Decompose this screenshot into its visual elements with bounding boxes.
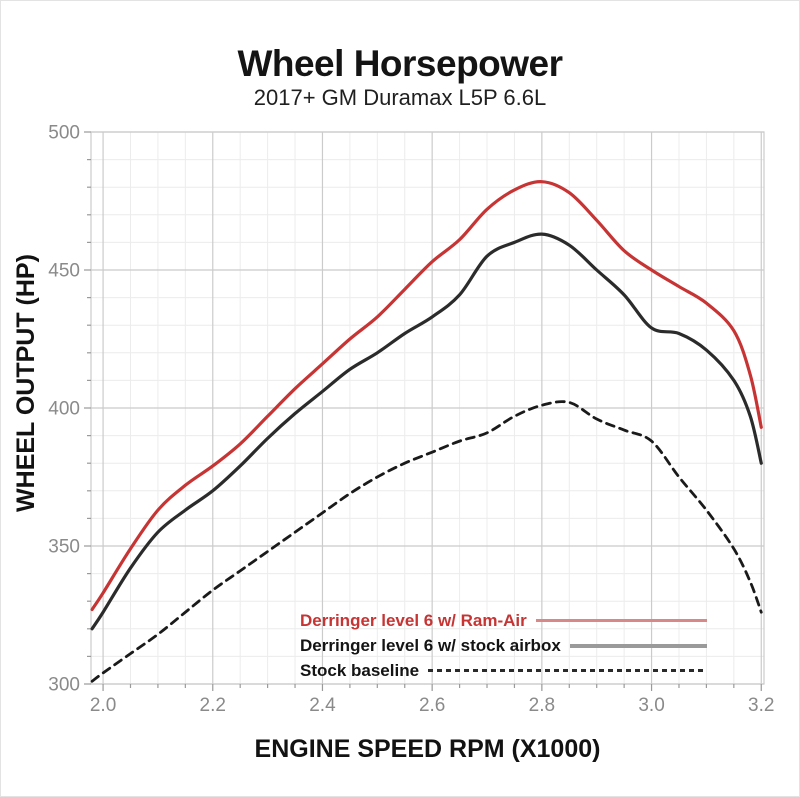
axis-ticks	[84, 131, 762, 691]
svg-text:2.4: 2.4	[309, 695, 336, 716]
chart-subtitle: 2017+ GM Duramax L5P 6.6L	[253, 85, 547, 110]
chart-title: Wheel Horsepower	[237, 43, 563, 84]
svg-text:2.0: 2.0	[90, 695, 116, 716]
legend-row-ram-air: Derringer level 6 w/ Ram-Air	[300, 608, 707, 633]
svg-text:2.2: 2.2	[200, 695, 226, 716]
series-derringer-stock-airbox	[90, 232, 763, 631]
x-tick-labels: 2.0 2.2 2.4 2.6 2.8 3.0 3.2	[90, 695, 775, 716]
y-tick-labels: 300 350 400 450 500	[48, 123, 80, 696]
legend-label-ram-air: Derringer level 6 w/ Ram-Air	[300, 610, 527, 630]
svg-text:450: 450	[48, 261, 80, 282]
legend-line-ram-air	[535, 619, 707, 622]
legend-row-stock-baseline: Stock baseline	[300, 658, 707, 683]
legend-line-stock-airbox	[569, 643, 707, 648]
legend-label-stock-baseline: Stock baseline	[300, 660, 420, 680]
chart-legend: Derringer level 6 w/ Ram-Air Derringer l…	[300, 608, 707, 683]
legend-line-stock-baseline	[428, 669, 707, 672]
svg-text:350: 350	[48, 537, 80, 558]
x-axis-title: ENGINE SPEED RPM (X1000)	[255, 735, 601, 763]
series-stock-baseline	[90, 400, 763, 683]
svg-text:2.6: 2.6	[419, 695, 445, 716]
svg-text:2.8: 2.8	[529, 695, 555, 716]
svg-text:3.2: 3.2	[748, 695, 774, 716]
svg-text:400: 400	[48, 399, 80, 420]
svg-text:3.0: 3.0	[638, 695, 664, 716]
svg-text:300: 300	[48, 675, 80, 696]
legend-row-stock-airbox: Derringer level 6 w/ stock airbox	[300, 633, 707, 658]
series-derringer-ram-air	[90, 180, 763, 612]
svg-text:500: 500	[48, 123, 80, 144]
y-axis-title: WHEEL OUTPUT (HP)	[12, 254, 40, 512]
legend-label-stock-airbox: Derringer level 6 w/ stock airbox	[300, 635, 561, 655]
